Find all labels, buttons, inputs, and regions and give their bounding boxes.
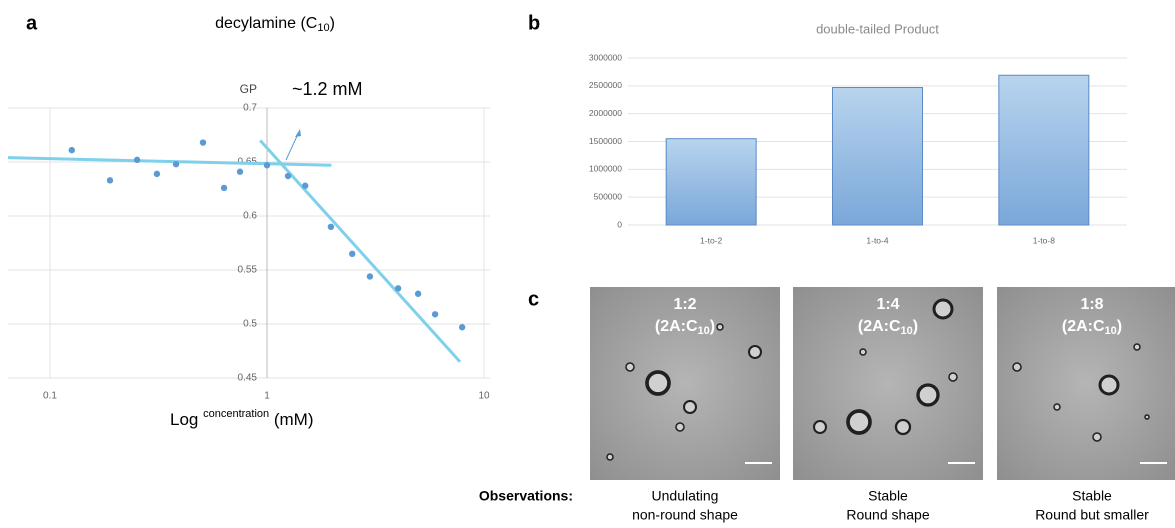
- y-tick-label: 0.5: [243, 319, 257, 330]
- point: [285, 173, 291, 179]
- point: [237, 169, 243, 175]
- text-part: (2A:C: [858, 318, 901, 335]
- vesicle: [1100, 376, 1118, 394]
- panel-letter: b: [528, 12, 540, 34]
- chart-title: decylamine (C10): [215, 15, 335, 34]
- y-tick-label: 0.7: [243, 103, 257, 114]
- ratio-label: 1:8: [1080, 296, 1103, 313]
- point: [395, 285, 401, 291]
- micrograph: [590, 287, 780, 480]
- vesicle: [1145, 415, 1149, 419]
- vesicle: [860, 349, 866, 355]
- y-axis-label: GP: [240, 82, 257, 96]
- vesicle: [676, 423, 684, 431]
- vesicle: [848, 411, 870, 433]
- bar: [833, 88, 923, 225]
- text-part: 10: [317, 22, 329, 34]
- vesicle: [1134, 344, 1140, 350]
- text-part: decylamine (C: [215, 15, 317, 32]
- point: [459, 324, 465, 330]
- y-tick-label: 0.55: [238, 265, 258, 276]
- vesicle: [918, 385, 938, 405]
- text-part: ): [1117, 318, 1122, 335]
- point: [154, 171, 160, 177]
- point: [264, 162, 270, 168]
- point: [107, 177, 113, 183]
- point: [221, 185, 227, 191]
- text-part: 10: [698, 325, 710, 337]
- text-part: Log: [170, 410, 203, 429]
- vesicle: [607, 454, 613, 460]
- vesicle: [949, 373, 957, 381]
- text-part: ): [913, 318, 918, 335]
- observations-label: Observations:: [479, 488, 573, 504]
- arrow-head: [295, 129, 301, 137]
- y-tick-label: 0.6: [243, 211, 257, 222]
- point: [302, 183, 308, 189]
- text-part: (2A:C: [655, 318, 698, 335]
- vesicle: [934, 300, 952, 318]
- text-part: ): [330, 15, 335, 32]
- x-tick-label: 0.1: [43, 391, 57, 402]
- vesicle: [647, 372, 669, 394]
- x-tick-label: 1-to-8: [1033, 235, 1055, 245]
- observation: Stable: [1072, 488, 1112, 504]
- vesicle: [1093, 433, 1101, 441]
- micrograph: [997, 287, 1175, 480]
- text-part: 10: [901, 325, 913, 337]
- text-part: concentration: [203, 408, 269, 420]
- x-tick-label: 1: [264, 391, 270, 402]
- x-axis-label: Log concentration (mM): [170, 408, 314, 430]
- y-tick-label: 0.45: [238, 373, 258, 384]
- vesicle: [684, 401, 696, 413]
- vesicle: [1054, 404, 1060, 410]
- vesicle: [814, 421, 826, 433]
- vesicle: [896, 420, 910, 434]
- bar: [999, 75, 1089, 225]
- micrograph: [793, 287, 983, 480]
- y-tick-label: 1500000: [589, 136, 622, 146]
- bar: [666, 139, 756, 225]
- arrow: [286, 134, 298, 160]
- observation: Round but smaller: [1035, 507, 1149, 523]
- observation: Stable: [868, 488, 908, 504]
- observation: Undulating: [652, 488, 719, 504]
- point: [367, 273, 373, 279]
- panel-letter: c: [528, 288, 539, 310]
- trendline: [260, 140, 460, 361]
- panel-letter: a: [26, 12, 38, 34]
- text-part: (2A:C: [1062, 318, 1105, 335]
- text-part: (mM): [269, 410, 313, 429]
- annotation: ~1.2 mM: [292, 79, 363, 99]
- point: [432, 311, 438, 317]
- vesicle: [717, 324, 723, 330]
- observation: non-round shape: [632, 507, 738, 523]
- chart-title: double-tailed Product: [816, 21, 939, 36]
- y-tick-label: 2000000: [589, 108, 622, 118]
- text-part: ): [710, 318, 715, 335]
- ratio-label: 1:4: [876, 296, 899, 313]
- point: [173, 161, 179, 167]
- y-tick-label: 500000: [594, 191, 623, 201]
- text-part: 10: [1105, 325, 1117, 337]
- x-tick-label: 10: [478, 391, 490, 402]
- y-tick-label: 1000000: [589, 164, 622, 174]
- y-tick-label: 2500000: [589, 80, 622, 90]
- y-tick-label: 3000000: [589, 52, 622, 62]
- observation: Round shape: [846, 507, 930, 523]
- point: [200, 139, 206, 145]
- vesicle: [749, 346, 761, 358]
- point: [328, 224, 334, 230]
- y-tick-label: 0: [617, 219, 622, 229]
- point: [349, 251, 355, 257]
- point: [415, 291, 421, 297]
- x-tick-label: 1-to-2: [700, 235, 722, 245]
- vesicle: [1013, 363, 1021, 371]
- x-tick-label: 1-to-4: [866, 235, 888, 245]
- point: [69, 147, 75, 153]
- point: [134, 157, 140, 163]
- ratio-label: 1:2: [673, 296, 696, 313]
- figure: a b c decylamine (C10)0.450.50.550.60.65…: [0, 0, 1175, 528]
- vesicle: [626, 363, 634, 371]
